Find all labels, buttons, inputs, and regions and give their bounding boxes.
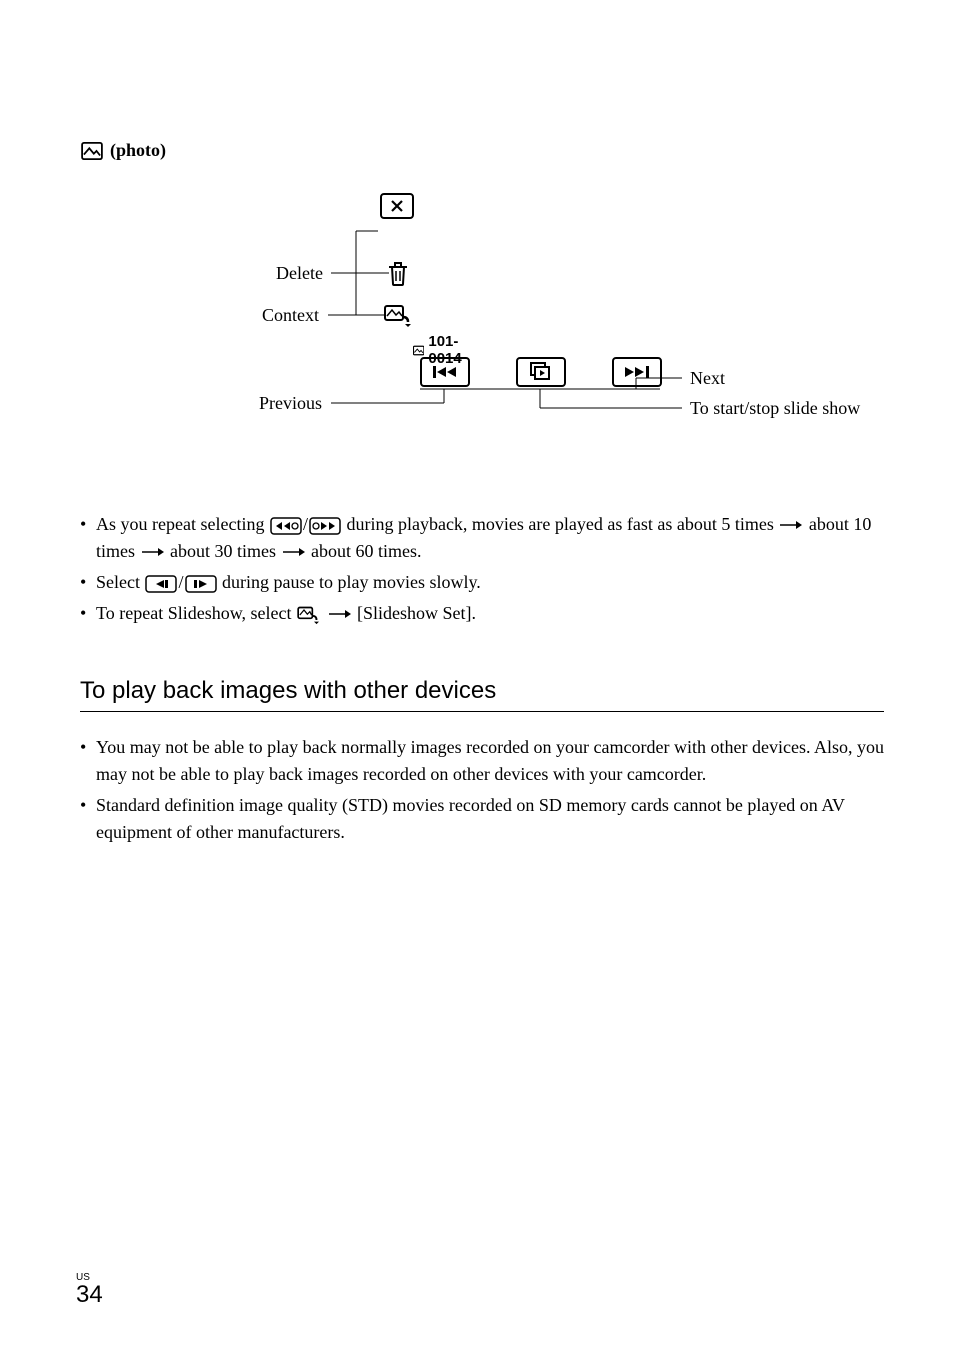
note-1: As you repeat selecting / during playbac… [80,511,884,565]
note-1-d: about 30 times [170,541,276,561]
arrow-icon [142,538,164,565]
page-number: 34 [76,1283,103,1307]
frame-forward-icon [185,575,217,593]
note-3-a: To repeat Slideshow, select [96,603,292,623]
arrow-icon [329,600,351,627]
note-3: To repeat Slideshow, select [Slideshow S… [80,600,884,627]
notes-list-2: You may not be able to play back normall… [80,734,884,846]
notes-list-1: As you repeat selecting / during playbac… [80,511,884,627]
note-3-b: [Slideshow Set]. [357,603,476,623]
close-button[interactable] [380,193,414,219]
trash-icon[interactable] [387,261,409,292]
section-p2: Standard definition image quality (STD) … [80,792,884,846]
note-1-b: during playback, movies are played as fa… [346,514,773,534]
context-icon[interactable] [384,303,412,332]
next-label: Next [690,368,725,389]
frame-back-icon [145,575,177,593]
slideshow-button[interactable] [516,357,566,387]
delete-label: Delete [276,263,323,284]
note-2-b: during pause to play movies slowly. [222,572,481,592]
section-title: To play back images with other devices [80,677,884,712]
context-label: Context [262,305,319,326]
note-2: Select / during pause to play movies slo… [80,569,884,596]
previous-button[interactable] [420,357,470,387]
photo-heading-text: (photo) [110,140,166,161]
next-button[interactable] [612,357,662,387]
page-footer: US 34 [76,1272,103,1307]
fastforward-icon [309,517,341,535]
context-small-icon [297,605,321,625]
photo-heading: (photo) [80,140,884,161]
section-p1: You may not be able to play back normall… [80,734,884,788]
photo-icon [81,142,103,160]
note-2-a: Select [96,572,140,592]
rewind-icon [270,517,302,535]
ui-diagram: 101-0014 Delete Context Pr [80,181,884,481]
note-1-a: As you repeat selecting [96,514,264,534]
previous-label: Previous [259,393,322,414]
slideshow-label: To start/stop slide show [690,398,860,419]
note-1-e: about 60 times. [311,541,422,561]
arrow-icon [283,538,305,565]
arrow-icon [780,511,802,538]
